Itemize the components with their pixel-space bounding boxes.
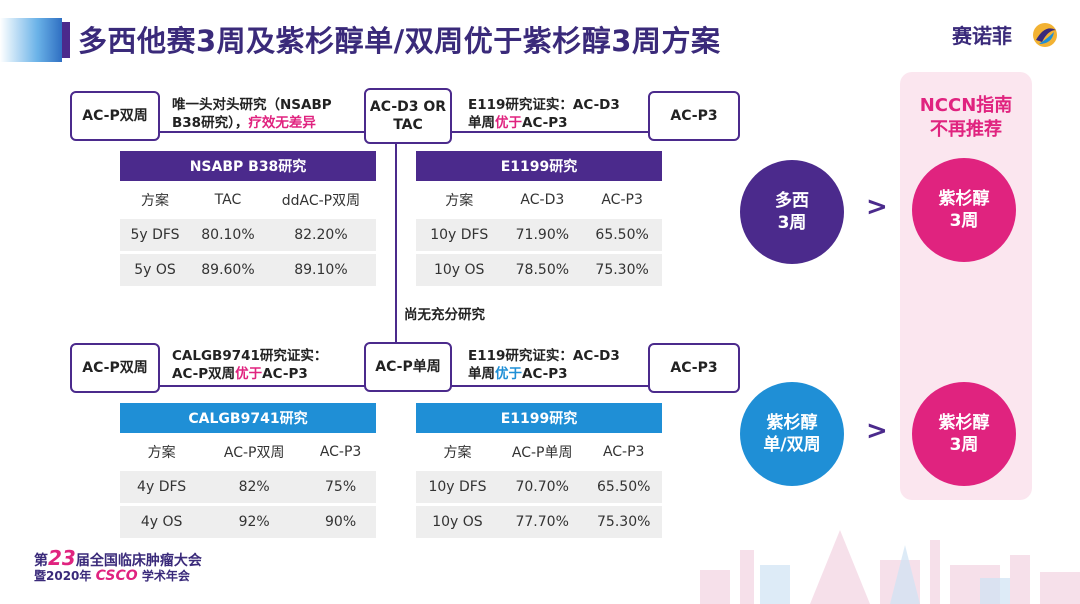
e119-note-top: E119研究证实：AC-D3 单周优于AC-P3 bbox=[468, 97, 620, 131]
nccn-not-recommended-label: NCCN指南 不再推荐 bbox=[919, 95, 1013, 140]
table-header-cell: AC-P双周 bbox=[203, 436, 306, 468]
table-header-cell: AC-D3 bbox=[502, 184, 583, 216]
regimen-box-ac-p-biweekly-bottom: AC-P双周 bbox=[70, 343, 160, 393]
vertical-connector bbox=[395, 142, 397, 342]
greater-than-sign: > bbox=[866, 192, 888, 222]
table-header-cell: 方案 bbox=[416, 184, 503, 216]
table-row: 5y DFS 80.10% 82.20% bbox=[120, 219, 376, 251]
connector-line bbox=[160, 131, 365, 133]
table-header-cell: ddAC-P双周 bbox=[265, 184, 376, 216]
table-row: 4y OS 92% 90% bbox=[120, 506, 376, 538]
table-title: NSABP B38研究 bbox=[120, 151, 376, 181]
regimen-box-ac-p3-top: AC-P3 bbox=[648, 91, 740, 141]
table-header-cell: 方案 bbox=[120, 184, 191, 216]
e1199-table-bottom: E1199研究 方案 AC-P单周 AC-P3 10y DFS 70.70% 65.… bbox=[416, 400, 662, 541]
table-header-cell: AC-P3 bbox=[585, 436, 662, 468]
table-row: 10y DFS 71.90% 65.50% bbox=[416, 219, 662, 251]
conference-title: 第23届全国临床肿瘤大会 bbox=[34, 546, 202, 570]
connector-line bbox=[160, 385, 365, 387]
table-title: CALGB9741研究 bbox=[120, 403, 376, 433]
greater-than-sign: > bbox=[866, 416, 888, 446]
connector-line bbox=[451, 385, 649, 387]
table-row: 4y DFS 82% 75% bbox=[120, 471, 376, 503]
nsabp-b38-table: NSABP B38研究 方案 TAC ddAC-P双周 5y DFS 80.10%… bbox=[120, 148, 376, 289]
regimen-box-ac-p3-bottom: AC-P3 bbox=[648, 343, 740, 393]
insufficient-research-note: 尚无充分研究 bbox=[404, 307, 485, 323]
table-header-cell: 方案 bbox=[416, 436, 499, 468]
regimen-box-ac-p-weekly: AC-P单周 bbox=[364, 342, 452, 392]
city-skyline-decoration bbox=[700, 530, 1080, 604]
title-accent-gradient bbox=[0, 18, 62, 62]
table-title: E1199研究 bbox=[416, 151, 662, 181]
table-header-cell: AC-P单周 bbox=[498, 436, 586, 468]
table-row: 10y OS 77.70% 75.30% bbox=[416, 506, 662, 538]
paclitaxel-3w-circle-bottom: 紫杉醇 3周 bbox=[912, 382, 1016, 486]
e1199-table-top: E1199研究 方案 AC-D3 AC-P3 10y DFS 71.90% 65.5… bbox=[416, 148, 662, 289]
table-header-cell: AC-P3 bbox=[582, 184, 662, 216]
sanofi-logo-text: 赛诺菲 bbox=[952, 24, 1012, 48]
calgb-note: CALGB9741研究证实： AC-P双周优于AC-P3 bbox=[172, 348, 328, 382]
paclitaxel-3w-circle-top: 紫杉醇 3周 bbox=[912, 158, 1016, 262]
e119-note-bottom: E119研究证实：AC-D3 单周优于AC-P3 bbox=[468, 348, 620, 382]
page-title: 多西他赛3周及紫杉醇单/双周优于紫杉醇3周方案 bbox=[78, 24, 721, 58]
connector-line bbox=[451, 131, 649, 133]
title-accent-bar bbox=[62, 22, 70, 58]
nsabp-note: 唯一头对头研究（NSABP B38研究），疗效无差异 bbox=[172, 97, 332, 131]
sanofi-logo-icon bbox=[1033, 23, 1057, 47]
docetaxel-3w-circle: 多西 3周 bbox=[740, 160, 844, 264]
table-header-cell: AC-P3 bbox=[305, 436, 376, 468]
regimen-box-ac-p-biweekly: AC-P双周 bbox=[70, 91, 160, 141]
regimen-box-ac-d3-or-tac: AC-D3 OR TAC bbox=[364, 88, 452, 144]
table-row: 10y OS 78.50% 75.30% bbox=[416, 254, 662, 286]
calgb9741-table: CALGB9741研究 方案 AC-P双周 AC-P3 4y DFS 82% 75%… bbox=[120, 400, 376, 541]
table-header-cell: 方案 bbox=[120, 436, 204, 468]
table-header-cell: TAC bbox=[190, 184, 266, 216]
table-row: 5y OS 89.60% 89.10% bbox=[120, 254, 376, 286]
table-title: E1199研究 bbox=[416, 403, 662, 433]
conference-subtitle: 暨2020年 CSCO 学术年会 bbox=[34, 568, 190, 584]
table-row: 10y DFS 70.70% 65.50% bbox=[416, 471, 662, 503]
paclitaxel-weekly-biweekly-circle: 紫杉醇 单/双周 bbox=[740, 382, 844, 486]
